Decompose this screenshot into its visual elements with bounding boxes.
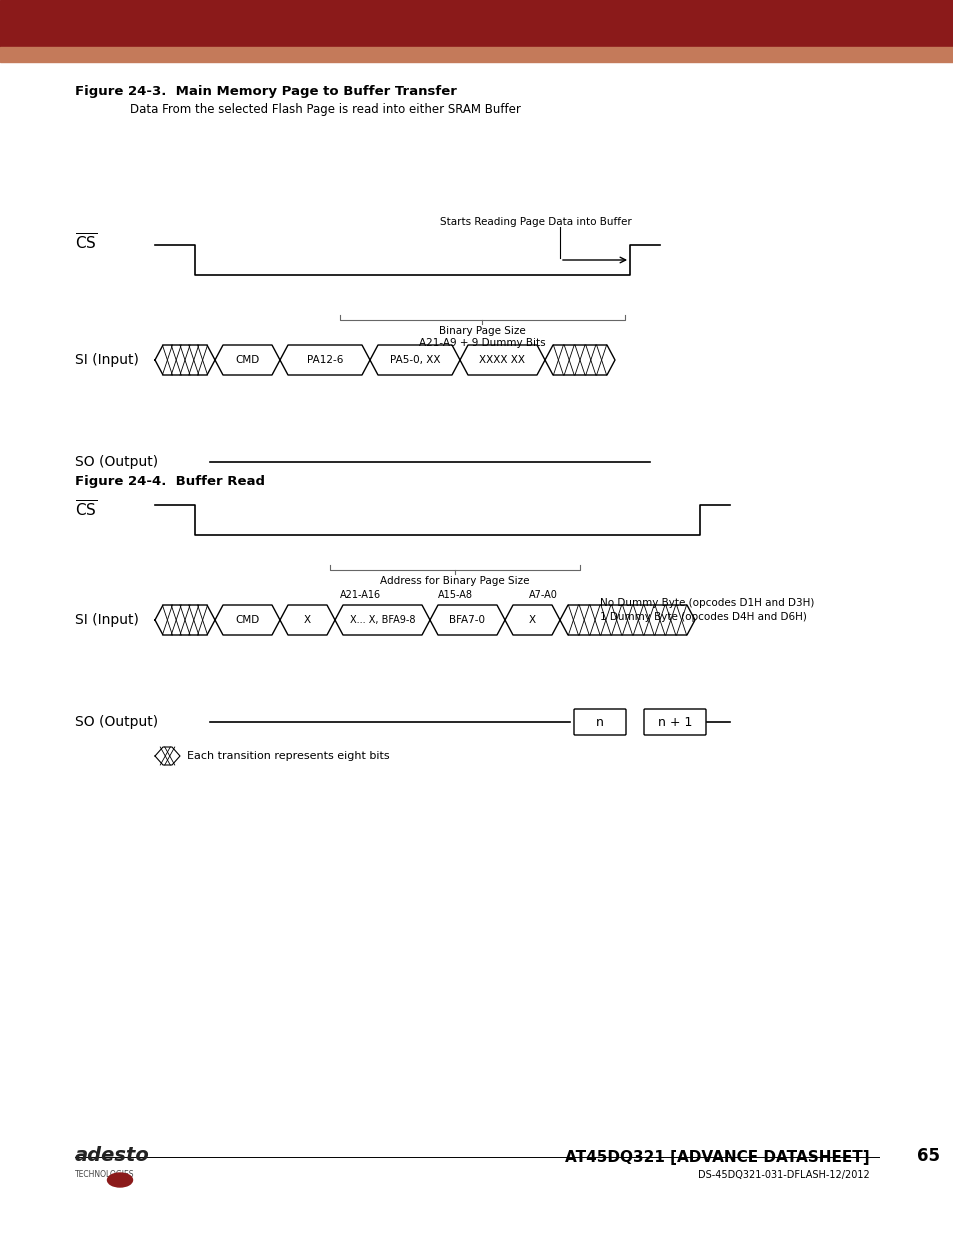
Text: n + 1: n + 1 [658, 715, 692, 729]
Text: Address for Binary Page Size: Address for Binary Page Size [380, 576, 529, 585]
FancyBboxPatch shape [643, 709, 705, 735]
Text: Binary Page Size: Binary Page Size [438, 326, 525, 336]
Text: 65: 65 [916, 1147, 939, 1165]
Bar [0, 0, 953, 47]
Text: adesto: adesto [75, 1146, 150, 1165]
Text: PA5-0, XX: PA5-0, XX [390, 354, 439, 366]
Text: BFA7-0: BFA7-0 [449, 615, 485, 625]
Text: Each transition represents eight bits: Each transition represents eight bits [187, 751, 389, 761]
Text: TECHNOLOGIES: TECHNOLOGIES [75, 1170, 134, 1179]
Text: SI (Input): SI (Input) [75, 613, 139, 627]
Text: n: n [596, 715, 603, 729]
Text: X: X [304, 615, 311, 625]
Text: AT45DQ321 [ADVANCE DATASHEET]: AT45DQ321 [ADVANCE DATASHEET] [565, 1150, 869, 1165]
Text: CMD: CMD [235, 354, 259, 366]
Text: CMD: CMD [235, 615, 259, 625]
Text: A15-A8: A15-A8 [437, 590, 472, 600]
Text: Starts Reading Page Data into Buffer: Starts Reading Page Data into Buffer [439, 217, 631, 227]
Text: X... X, BFA9-8: X... X, BFA9-8 [350, 615, 415, 625]
Bar [0, 47, 953, 62]
Text: SO (Output): SO (Output) [75, 454, 158, 469]
Text: DS-45DQ321-031-DFLASH-12/2012: DS-45DQ321-031-DFLASH-12/2012 [698, 1170, 869, 1179]
Text: Figure 24-4.  Buffer Read: Figure 24-4. Buffer Read [75, 475, 265, 488]
Text: SO (Output): SO (Output) [75, 715, 158, 729]
Text: Figure 24-3.  Main Memory Page to Buffer Transfer: Figure 24-3. Main Memory Page to Buffer … [75, 85, 456, 98]
Text: Data From the selected Flash Page is read into either SRAM Buffer: Data From the selected Flash Page is rea… [130, 103, 520, 116]
Text: A21-A16: A21-A16 [339, 590, 380, 600]
FancyBboxPatch shape [574, 709, 625, 735]
Text: A7-A0: A7-A0 [528, 590, 557, 600]
Text: A21-A9 + 9 Dummy Bits: A21-A9 + 9 Dummy Bits [418, 338, 545, 348]
Text: $\overline{\mathrm{CS}}$: $\overline{\mathrm{CS}}$ [75, 233, 97, 253]
Text: X: X [528, 615, 536, 625]
Text: PA12-6: PA12-6 [307, 354, 343, 366]
Text: SI (Input): SI (Input) [75, 353, 139, 367]
Text: $\overline{\mathrm{CS}}$: $\overline{\mathrm{CS}}$ [75, 500, 97, 520]
Ellipse shape [108, 1173, 132, 1187]
Text: XXXX XX: XXXX XX [479, 354, 525, 366]
Text: No Dummy Byte (opcodes D1H and D3H)
1 Dummy Byte (opcodes D4H and D6H): No Dummy Byte (opcodes D1H and D3H) 1 Du… [599, 598, 814, 622]
